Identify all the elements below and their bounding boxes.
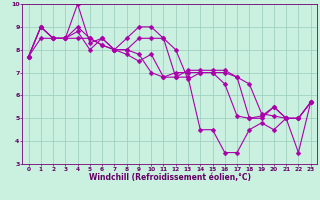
X-axis label: Windchill (Refroidissement éolien,°C): Windchill (Refroidissement éolien,°C): [89, 173, 251, 182]
